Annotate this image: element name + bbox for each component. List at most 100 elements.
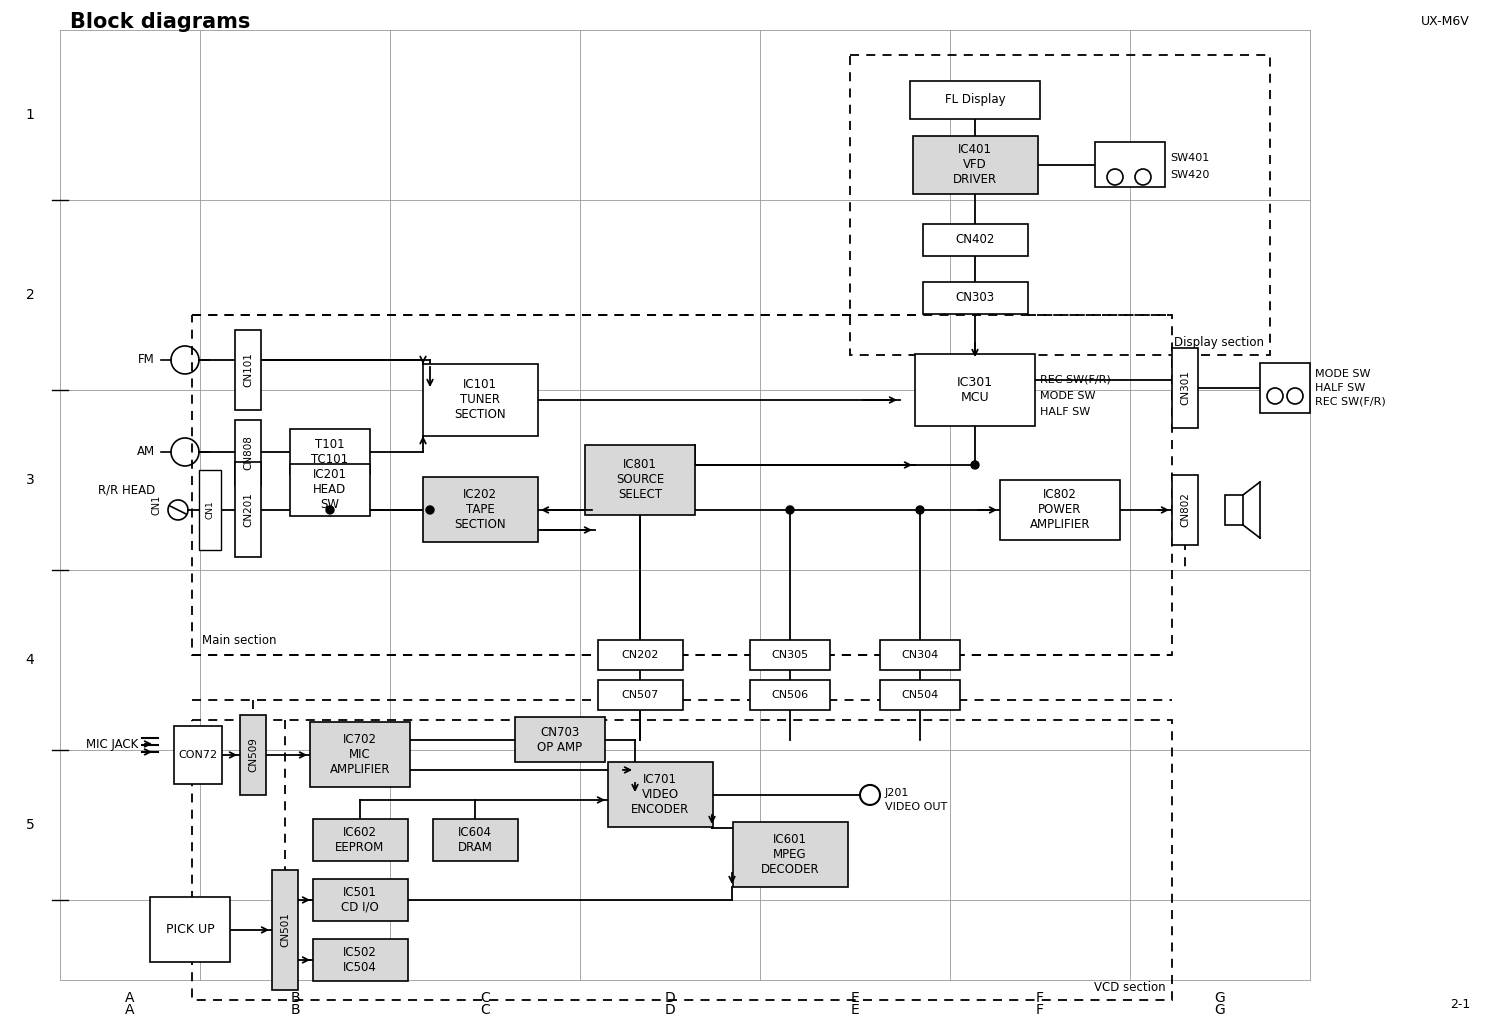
Text: PICK UP: PICK UP: [165, 923, 214, 936]
Bar: [1172, 475, 1198, 545]
Bar: [312, 879, 408, 921]
Text: IC604
DRAM: IC604 DRAM: [458, 826, 492, 854]
Bar: [922, 224, 1028, 256]
Text: CN703
OP AMP: CN703 OP AMP: [537, 726, 582, 754]
Circle shape: [786, 506, 794, 514]
Bar: [1172, 347, 1198, 428]
Text: IC802
POWER
AMPLIFIER: IC802 POWER AMPLIFIER: [1029, 488, 1090, 532]
Text: FM: FM: [138, 354, 154, 367]
Bar: [423, 364, 537, 436]
Circle shape: [916, 506, 924, 514]
Bar: [514, 717, 604, 762]
Bar: [912, 136, 1038, 194]
Text: G: G: [1215, 990, 1225, 1005]
Text: CN501: CN501: [280, 912, 290, 948]
Bar: [236, 421, 261, 485]
Bar: [1226, 495, 1244, 525]
Text: IC502
IC504: IC502 IC504: [344, 946, 376, 974]
Text: CN301: CN301: [1180, 371, 1190, 406]
Text: CN304: CN304: [902, 650, 939, 660]
Bar: [423, 478, 537, 542]
Text: F: F: [1036, 990, 1044, 1005]
Bar: [200, 470, 220, 550]
Text: F: F: [1036, 1003, 1044, 1017]
Text: SW401: SW401: [1170, 153, 1209, 163]
Text: B: B: [290, 990, 300, 1005]
Text: 2-1: 2-1: [1449, 999, 1470, 1012]
Text: Block diagrams: Block diagrams: [70, 12, 250, 32]
Circle shape: [970, 461, 980, 469]
Text: CN202: CN202: [621, 650, 658, 660]
Bar: [312, 938, 408, 981]
Text: 2: 2: [26, 288, 34, 302]
Text: CON72: CON72: [178, 750, 218, 760]
Text: R/R HEAD: R/R HEAD: [98, 483, 154, 496]
Text: IC101
TUNER
SECTION: IC101 TUNER SECTION: [454, 378, 506, 422]
Text: CN305: CN305: [771, 650, 808, 660]
Text: Main section: Main section: [202, 634, 276, 647]
Text: 1: 1: [26, 108, 34, 122]
Text: IC401
VFD
DRIVER: IC401 VFD DRIVER: [952, 144, 998, 186]
Text: IC602
EEPROM: IC602 EEPROM: [336, 826, 384, 854]
Text: 5: 5: [26, 818, 34, 832]
Bar: [915, 354, 1035, 426]
Text: G: G: [1215, 1003, 1225, 1017]
Bar: [432, 819, 517, 861]
Text: IC301
MCU: IC301 MCU: [957, 376, 993, 404]
Text: E: E: [850, 990, 859, 1005]
Text: HALF SW: HALF SW: [1040, 407, 1090, 417]
Text: J201: J201: [885, 788, 909, 798]
Bar: [192, 315, 1172, 655]
Text: B: B: [290, 1003, 300, 1017]
Bar: [750, 680, 830, 710]
Text: D: D: [664, 1003, 675, 1017]
Bar: [585, 445, 694, 515]
Text: CN504: CN504: [902, 690, 939, 700]
Text: AM: AM: [136, 445, 154, 459]
Text: CN1: CN1: [206, 500, 214, 520]
Text: IC202
TAPE
SECTION: IC202 TAPE SECTION: [454, 488, 506, 532]
Bar: [608, 762, 712, 827]
Text: IC201
HEAD
SW: IC201 HEAD SW: [314, 469, 346, 512]
Bar: [1260, 363, 1310, 413]
Bar: [290, 429, 370, 475]
Text: CN808: CN808: [243, 435, 254, 471]
Bar: [880, 680, 960, 710]
Text: FL Display: FL Display: [945, 94, 1005, 107]
Bar: [1000, 480, 1120, 540]
Text: 4: 4: [26, 653, 34, 667]
Bar: [290, 464, 370, 516]
Bar: [597, 680, 682, 710]
Bar: [732, 822, 848, 888]
Bar: [192, 720, 1172, 1000]
Bar: [1095, 143, 1166, 187]
Bar: [850, 55, 1270, 355]
Text: CN506: CN506: [771, 690, 808, 700]
Circle shape: [426, 506, 433, 514]
Text: C: C: [480, 990, 490, 1005]
Text: CN303: CN303: [956, 291, 994, 305]
Bar: [310, 722, 410, 788]
Text: E: E: [850, 1003, 859, 1017]
Circle shape: [326, 506, 334, 514]
Bar: [922, 282, 1028, 314]
Text: REC SW(F/R): REC SW(F/R): [1316, 397, 1386, 407]
Text: VIDEO OUT: VIDEO OUT: [885, 802, 948, 812]
Bar: [312, 819, 408, 861]
Text: HALF SW: HALF SW: [1316, 383, 1365, 393]
Bar: [236, 330, 261, 410]
Bar: [272, 870, 298, 989]
Text: SW420: SW420: [1170, 170, 1209, 180]
Text: IC701
VIDEO
ENCODER: IC701 VIDEO ENCODER: [632, 773, 688, 816]
Text: MODE SW: MODE SW: [1316, 369, 1371, 379]
Text: MIC JACK: MIC JACK: [86, 739, 138, 751]
Bar: [880, 640, 960, 669]
Text: CN402: CN402: [956, 233, 994, 247]
Text: IC601
MPEG
DECODER: IC601 MPEG DECODER: [760, 834, 819, 876]
Bar: [174, 726, 222, 784]
Text: Display section: Display section: [1174, 336, 1264, 348]
Text: CN201: CN201: [243, 492, 254, 528]
Text: IC501
CD I/O: IC501 CD I/O: [340, 886, 380, 914]
Text: C: C: [480, 1003, 490, 1017]
Text: CN509: CN509: [248, 738, 258, 772]
